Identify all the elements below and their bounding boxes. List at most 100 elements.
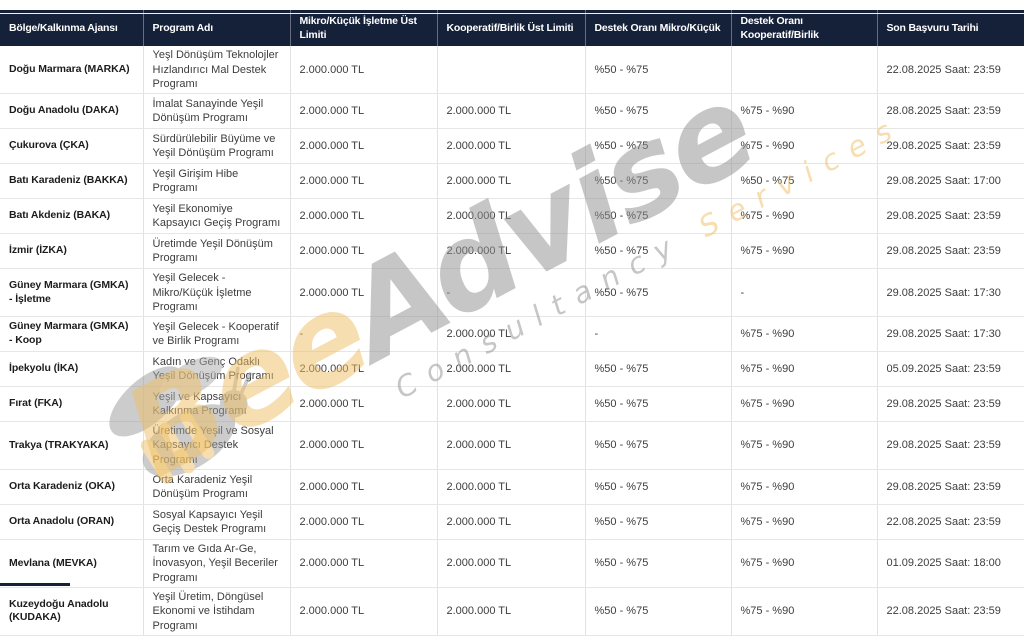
cell-micro_rate: %50 - %75 xyxy=(585,163,732,200)
cell-deadline: 29.08.2025 Saat: 17:30 xyxy=(877,268,1024,318)
grants-table: Bölge/Kalkınma Ajansı Program Adı Mikro/… xyxy=(0,10,1024,636)
cell-coop_rate: %75 - %90 xyxy=(731,233,878,270)
cell-program: Orta Karadeniz Yeşil Dönüşüm Programı xyxy=(143,469,291,506)
cell-program: Yeşil Gelecek - Kooperatif ve Birlik Pro… xyxy=(143,316,291,353)
cell-agency: Orta Anadolu (ORAN) xyxy=(0,504,144,541)
cell-micro_limit: 2.000.000 TL xyxy=(290,128,438,165)
table-row: Trakya (TRAKYAKA) Üretimde Yeşil ve Sosya… xyxy=(0,421,1024,471)
cell-coop_limit: 2.000.000 TL xyxy=(437,386,586,423)
cell-program: Üretimde Yeşil Dönüşüm Programı xyxy=(143,233,291,270)
cell-coop_rate: %75 - %90 xyxy=(731,504,878,541)
top-divider xyxy=(0,13,1024,14)
cell-program: Yeşil ve Kapsayıcı Kalkınma Programı xyxy=(143,386,291,423)
cell-coop_limit: 2.000.000 TL xyxy=(437,504,586,541)
cell-micro_limit: 2.000.000 TL xyxy=(290,421,438,471)
cell-deadline: 29.08.2025 Saat: 23:59 xyxy=(877,198,1024,235)
cell-micro_limit: 2.000.000 TL xyxy=(290,198,438,235)
cell-micro_rate: - xyxy=(585,316,732,353)
cell-deadline: 29.08.2025 Saat: 23:59 xyxy=(877,421,1024,471)
cell-coop_rate xyxy=(731,46,878,95)
cell-micro_rate: %50 - %75 xyxy=(585,93,732,130)
cell-micro_rate: %50 - %75 xyxy=(585,539,732,588)
cell-coop_limit: 2.000.000 TL xyxy=(437,233,586,270)
table-row: Fırat (FKA) Yeşil ve Kapsayıcı Kalkınma P… xyxy=(0,386,1024,423)
cell-coop_rate: %75 - %90 xyxy=(731,128,878,165)
column-header-micro-rate: Destek Oranı Mikro/Küçük xyxy=(585,10,732,47)
cell-micro_rate: %50 - %75 xyxy=(585,233,732,270)
table-body: Doğu Marmara (MARKA) Yeşl Dönüşüm Teknolo… xyxy=(0,46,1024,636)
cell-agency: Trakya (TRAKYAKA) xyxy=(0,421,144,471)
cell-coop_rate: - xyxy=(731,268,878,318)
cell-coop_rate: %75 - %90 xyxy=(731,386,878,423)
cell-micro_limit: 2.000.000 TL xyxy=(290,351,438,388)
cell-program: Üretimde Yeşil ve Sosyal Kapsayıcı Deste… xyxy=(143,421,291,471)
cell-coop_rate: %75 - %90 xyxy=(731,93,878,130)
cell-agency: Güney Marmara (GMKA) - İşletme xyxy=(0,268,144,318)
table-row: İpekyolu (İKA) Kadın ve Genç Odaklı Yeşil… xyxy=(0,351,1024,388)
cell-agency: İzmir (İZKA) xyxy=(0,233,144,270)
cell-coop_rate: %50 - %75 xyxy=(731,163,878,200)
cell-program: Sürdürülebilir Büyüme ve Yeşil Dönüşüm P… xyxy=(143,128,291,165)
column-header-program-name: Program Adı xyxy=(143,10,291,47)
cell-agency: Doğu Anadolu (DAKA) xyxy=(0,93,144,130)
cell-deadline: 29.08.2025 Saat: 23:59 xyxy=(877,386,1024,423)
cell-coop_rate: %75 - %90 xyxy=(731,469,878,506)
cell-coop_limit: - xyxy=(437,268,586,318)
cell-deadline: 29.08.2025 Saat: 17:00 xyxy=(877,163,1024,200)
cell-micro_rate: %50 - %75 xyxy=(585,268,732,318)
table-header-row: Bölge/Kalkınma Ajansı Program Adı Mikro/… xyxy=(0,10,1024,47)
cell-program: Kadın ve Genç Odaklı Yeşil Dönüşüm Progr… xyxy=(143,351,291,388)
table-row: Batı Karadeniz (BAKKA) Yeşil Girişim Hibe… xyxy=(0,163,1024,200)
cell-program: Yeşl Dönüşüm Teknolojler Hızlandırıcı Ma… xyxy=(143,46,291,95)
cell-agency: Batı Akdeniz (BAKA) xyxy=(0,198,144,235)
cell-micro_limit: 2.000.000 TL xyxy=(290,504,438,541)
column-header-region-agency: Bölge/Kalkınma Ajansı xyxy=(0,10,144,47)
cell-agency: Güney Marmara (GMKA) - Koop xyxy=(0,316,144,353)
table-row: Batı Akdeniz (BAKA) Yeşil Ekonomiye Kapsa… xyxy=(0,198,1024,235)
cell-coop_limit xyxy=(437,46,586,95)
cell-coop_limit: 2.000.000 TL xyxy=(437,316,586,353)
cell-coop_limit: 2.000.000 TL xyxy=(437,587,586,636)
cell-program: Yeşil Üretim, Döngüsel Ekonomi ve İstihd… xyxy=(143,587,291,636)
cell-coop_limit: 2.000.000 TL xyxy=(437,421,586,471)
cell-deadline: 05.09.2025 Saat: 23:59 xyxy=(877,351,1024,388)
cell-micro_limit: - xyxy=(290,316,438,353)
cell-micro_rate: %50 - %75 xyxy=(585,469,732,506)
cell-program: Yeşil Ekonomiye Kapsayıcı Geçiş Programı xyxy=(143,198,291,235)
cell-coop_limit: 2.000.000 TL xyxy=(437,93,586,130)
cell-micro_rate: %50 - %75 xyxy=(585,198,732,235)
cell-micro_limit: 2.000.000 TL xyxy=(290,233,438,270)
column-header-coop-rate: Destek Oranı Kooperatif/Birlik xyxy=(731,10,878,47)
cell-micro_limit: 2.000.000 TL xyxy=(290,469,438,506)
cell-coop_rate: %75 - %90 xyxy=(731,316,878,353)
cell-coop_limit: 2.000.000 TL xyxy=(437,351,586,388)
cell-deadline: 29.08.2025 Saat: 23:59 xyxy=(877,233,1024,270)
cell-coop_limit: 2.000.000 TL xyxy=(437,469,586,506)
cell-micro_rate: %50 - %75 xyxy=(585,128,732,165)
page: Bölge/Kalkınma Ajansı Program Adı Mikro/… xyxy=(0,10,1024,636)
cell-program: İmalat Sanayinde Yeşil Dönüşüm Programı xyxy=(143,93,291,130)
cell-coop_limit: 2.000.000 TL xyxy=(437,539,586,588)
cell-micro_limit: 2.000.000 TL xyxy=(290,539,438,588)
cell-micro_limit: 2.000.000 TL xyxy=(290,386,438,423)
table-row: İzmir (İZKA) Üretimde Yeşil Dönüşüm Progr… xyxy=(0,233,1024,270)
cell-agency: Doğu Marmara (MARKA) xyxy=(0,46,144,95)
cell-micro_limit: 2.000.000 TL xyxy=(290,93,438,130)
table-row: Güney Marmara (GMKA) - Koop Yeşil Gelecek… xyxy=(0,316,1024,353)
cell-coop_rate: %75 - %90 xyxy=(731,198,878,235)
table-row: Orta Karadeniz (OKA) Orta Karadeniz Yeşil… xyxy=(0,469,1024,506)
cell-micro_rate: %50 - %75 xyxy=(585,351,732,388)
cell-coop_limit: 2.000.000 TL xyxy=(437,128,586,165)
next-section-edge xyxy=(0,583,70,586)
cell-coop_rate: %75 - %90 xyxy=(731,421,878,471)
table-row: Orta Anadolu (ORAN) Sosyal Kapsayıcı Yeşi… xyxy=(0,504,1024,541)
cell-micro_rate: %50 - %75 xyxy=(585,587,732,636)
cell-coop_limit: 2.000.000 TL xyxy=(437,198,586,235)
column-header-deadline: Son Başvuru Tarihi xyxy=(877,10,1024,47)
table-row: Güney Marmara (GMKA) - İşletme Yeşil Gele… xyxy=(0,268,1024,318)
cell-program: Yeşil Girişim Hibe Programı xyxy=(143,163,291,200)
cell-micro_limit: 2.000.000 TL xyxy=(290,46,438,95)
table-row: Doğu Marmara (MARKA) Yeşl Dönüşüm Teknolo… xyxy=(0,46,1024,95)
cell-agency: Çukurova (ÇKA) xyxy=(0,128,144,165)
cell-deadline: 01.09.2025 Saat: 18:00 xyxy=(877,539,1024,588)
